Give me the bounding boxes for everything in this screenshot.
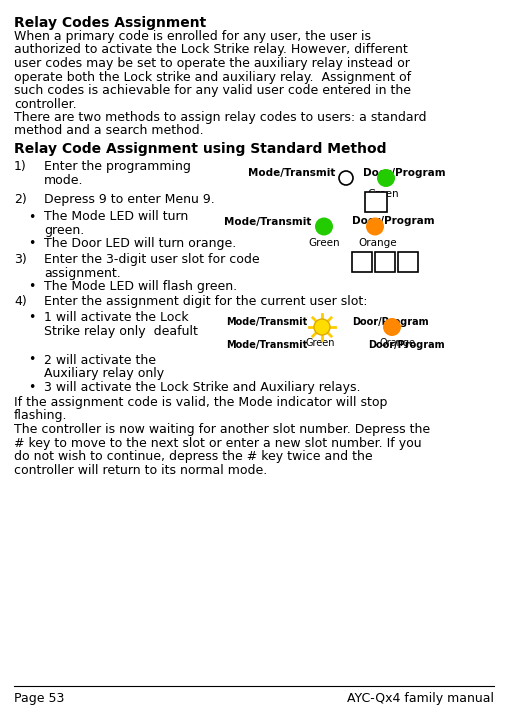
Circle shape [315, 217, 333, 235]
Text: authorized to activate the Lock Strike relay. However, different: authorized to activate the Lock Strike r… [14, 44, 408, 57]
Circle shape [366, 217, 384, 235]
Text: ?: ? [403, 255, 410, 268]
Text: ?: ? [357, 255, 364, 268]
Text: 4): 4) [14, 295, 27, 308]
Text: 3 will activate the Lock Strike and Auxiliary relays.: 3 will activate the Lock Strike and Auxi… [44, 381, 361, 394]
Text: Green: Green [306, 338, 335, 348]
FancyBboxPatch shape [398, 252, 418, 272]
Text: method and a search method.: method and a search method. [14, 125, 204, 138]
FancyBboxPatch shape [375, 252, 395, 272]
Text: ?: ? [380, 255, 388, 268]
Text: If the assignment code is valid, the Mode indicator will stop: If the assignment code is valid, the Mod… [14, 396, 388, 409]
Text: 1): 1) [14, 160, 27, 173]
Text: •: • [28, 280, 36, 293]
Text: Mode/Transmit: Mode/Transmit [248, 168, 335, 178]
Text: mode.: mode. [44, 174, 83, 186]
FancyBboxPatch shape [365, 192, 387, 212]
Text: Green: Green [367, 189, 399, 199]
Text: Enter the programming: Enter the programming [44, 160, 191, 173]
Text: •: • [28, 381, 36, 394]
Text: 3): 3) [14, 253, 27, 266]
Text: controller.: controller. [14, 98, 77, 110]
Text: •: • [28, 237, 36, 250]
Text: Enter the 3-digit user slot for code: Enter the 3-digit user slot for code [44, 253, 260, 266]
Text: The Door LED will turn orange.: The Door LED will turn orange. [44, 237, 236, 250]
FancyBboxPatch shape [352, 252, 372, 272]
Text: Mode/Transmit: Mode/Transmit [224, 217, 311, 227]
Text: Door/Program: Door/Program [352, 217, 435, 227]
Text: Strike relay only  deafult: Strike relay only deafult [44, 325, 198, 338]
Text: assignment.: assignment. [44, 267, 121, 280]
Text: Auxiliary relay only: Auxiliary relay only [44, 367, 164, 380]
Text: # key to move to the next slot or enter a new slot number. If you: # key to move to the next slot or enter … [14, 437, 422, 450]
Text: 9: 9 [372, 194, 380, 207]
Text: such codes is achievable for any valid user code entered in the: such codes is achievable for any valid u… [14, 84, 411, 97]
Text: flashing.: flashing. [14, 409, 68, 422]
Circle shape [339, 171, 353, 185]
Text: 2): 2) [14, 193, 27, 206]
Text: Relay Code Assignment using Standard Method: Relay Code Assignment using Standard Met… [14, 142, 387, 156]
Text: Green: Green [308, 237, 340, 247]
Circle shape [377, 169, 395, 187]
Text: 1 will activate the Lock: 1 will activate the Lock [44, 311, 188, 324]
Text: Depress 9 to enter Menu 9.: Depress 9 to enter Menu 9. [44, 193, 215, 206]
Text: Relay Codes Assignment: Relay Codes Assignment [14, 16, 206, 30]
Text: The Mode LED will flash green.: The Mode LED will flash green. [44, 280, 237, 293]
Text: Mode/Transmit: Mode/Transmit [226, 317, 307, 327]
Text: Page 53: Page 53 [14, 692, 65, 705]
Text: user codes may be set to operate the auxiliary relay instead or: user codes may be set to operate the aux… [14, 57, 410, 70]
Text: AYC-Qx4 family manual: AYC-Qx4 family manual [347, 692, 494, 705]
Text: The Mode LED will turn: The Mode LED will turn [44, 211, 188, 224]
Text: •: • [28, 353, 36, 366]
Text: green.: green. [44, 224, 84, 237]
Text: controller will return to its normal mode.: controller will return to its normal mod… [14, 463, 267, 477]
Text: Door/Program: Door/Program [368, 340, 444, 350]
Text: •: • [28, 211, 36, 224]
Circle shape [314, 319, 330, 335]
Text: There are two methods to assign relay codes to users: a standard: There are two methods to assign relay co… [14, 111, 427, 124]
Text: •: • [28, 311, 36, 324]
Text: operate both the Lock strike and auxiliary relay.  Assignment of: operate both the Lock strike and auxilia… [14, 70, 411, 83]
Text: Orange: Orange [358, 237, 397, 247]
Text: Door/Program: Door/Program [363, 168, 446, 178]
Text: The controller is now waiting for another slot number. Depress the: The controller is now waiting for anothe… [14, 423, 430, 436]
Text: 2 will activate the: 2 will activate the [44, 353, 156, 366]
Text: Door/Program: Door/Program [352, 317, 429, 327]
Text: Mode/Transmit: Mode/Transmit [226, 340, 307, 350]
Text: Orange: Orange [380, 338, 416, 348]
Text: do not wish to continue, depress the # key twice and the: do not wish to continue, depress the # k… [14, 450, 373, 463]
Text: When a primary code is enrolled for any user, the user is: When a primary code is enrolled for any … [14, 30, 371, 43]
Circle shape [383, 318, 401, 336]
Text: Enter the assignment digit for the current user slot:: Enter the assignment digit for the curre… [44, 295, 367, 308]
